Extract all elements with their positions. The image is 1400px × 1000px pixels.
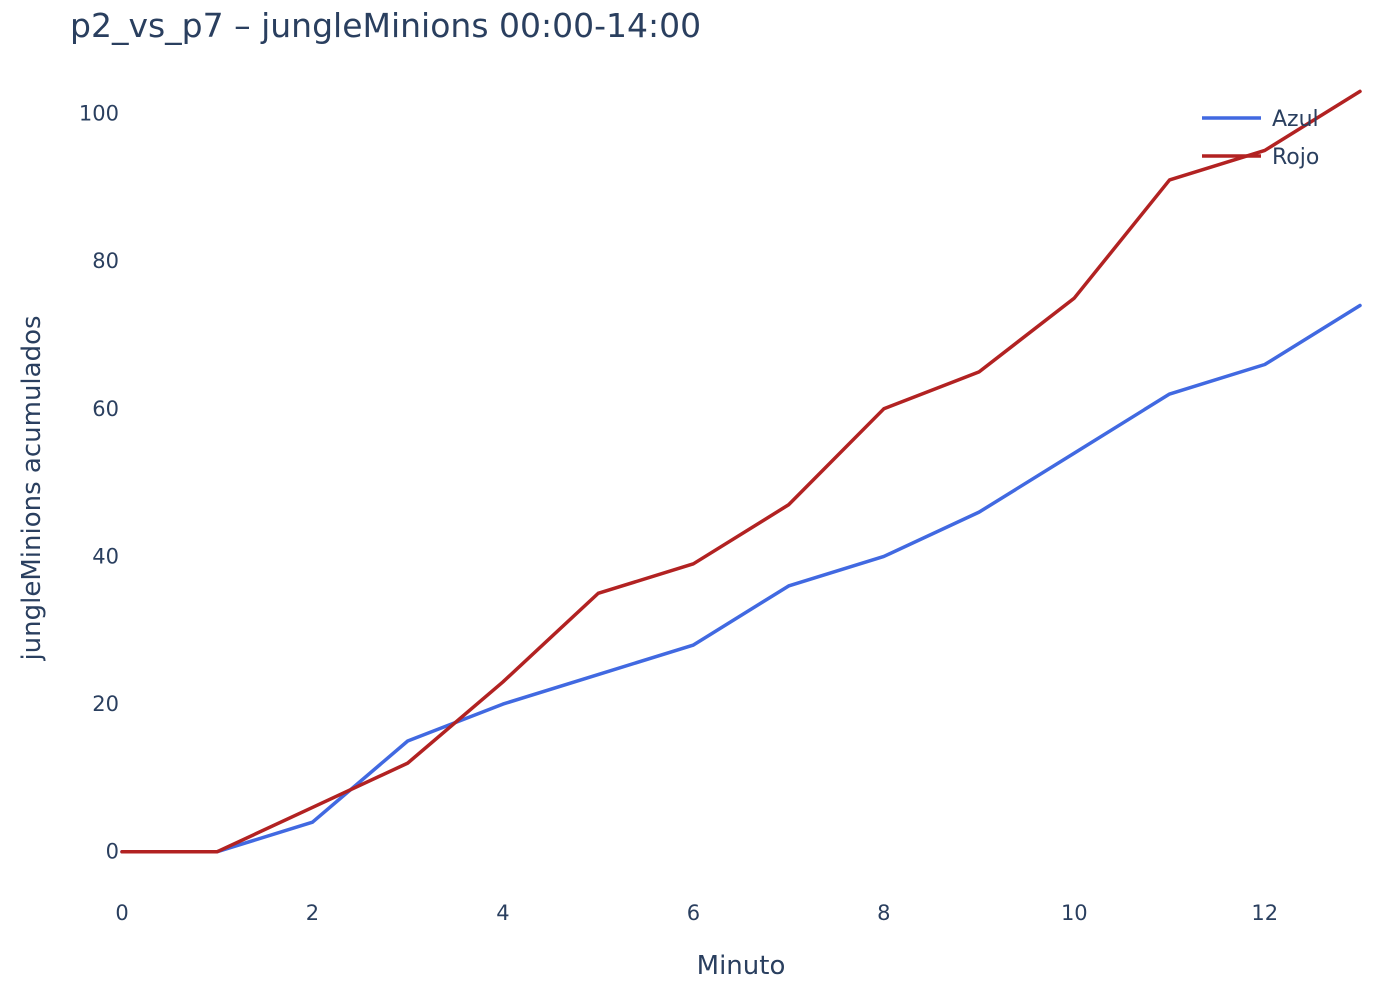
y-tick-label: 80: [92, 249, 119, 273]
series-line-rojo: [120, 89, 1362, 854]
legend-item-rojo[interactable]: Rojo: [1202, 145, 1319, 170]
x-tick-label: 0: [115, 901, 128, 925]
y-tick-label: 40: [92, 544, 119, 568]
x-axis-title: Minuto: [697, 951, 786, 981]
y-tick-label: 100: [79, 102, 119, 126]
legend-label: Azul: [1272, 107, 1319, 132]
y-axis-title: jungleMinions acumulados: [17, 315, 47, 661]
x-tick-label: 4: [496, 901, 509, 925]
series-line-azul: [120, 303, 1362, 854]
chart-title: p2_vs_p7 – jungleMinions 00:00-14:00: [70, 6, 702, 45]
y-tick-label: 60: [92, 397, 119, 421]
y-axis-ticks: 0 20 40 60 80 100: [79, 102, 119, 864]
x-tick-label: 8: [877, 901, 890, 925]
y-tick-label: 0: [106, 840, 119, 864]
x-tick-label: 2: [306, 901, 319, 925]
x-tick-label: 12: [1251, 901, 1278, 925]
legend[interactable]: Azul Rojo: [1202, 107, 1319, 170]
legend-item-azul[interactable]: Azul: [1202, 107, 1319, 132]
legend-label: Rojo: [1272, 145, 1319, 170]
x-tick-label: 6: [687, 901, 700, 925]
y-tick-label: 20: [92, 692, 119, 716]
x-axis-ticks: 0 2 4 6 8 10 12: [115, 901, 1278, 925]
x-tick-label: 10: [1061, 901, 1088, 925]
series-lines: [120, 89, 1362, 854]
